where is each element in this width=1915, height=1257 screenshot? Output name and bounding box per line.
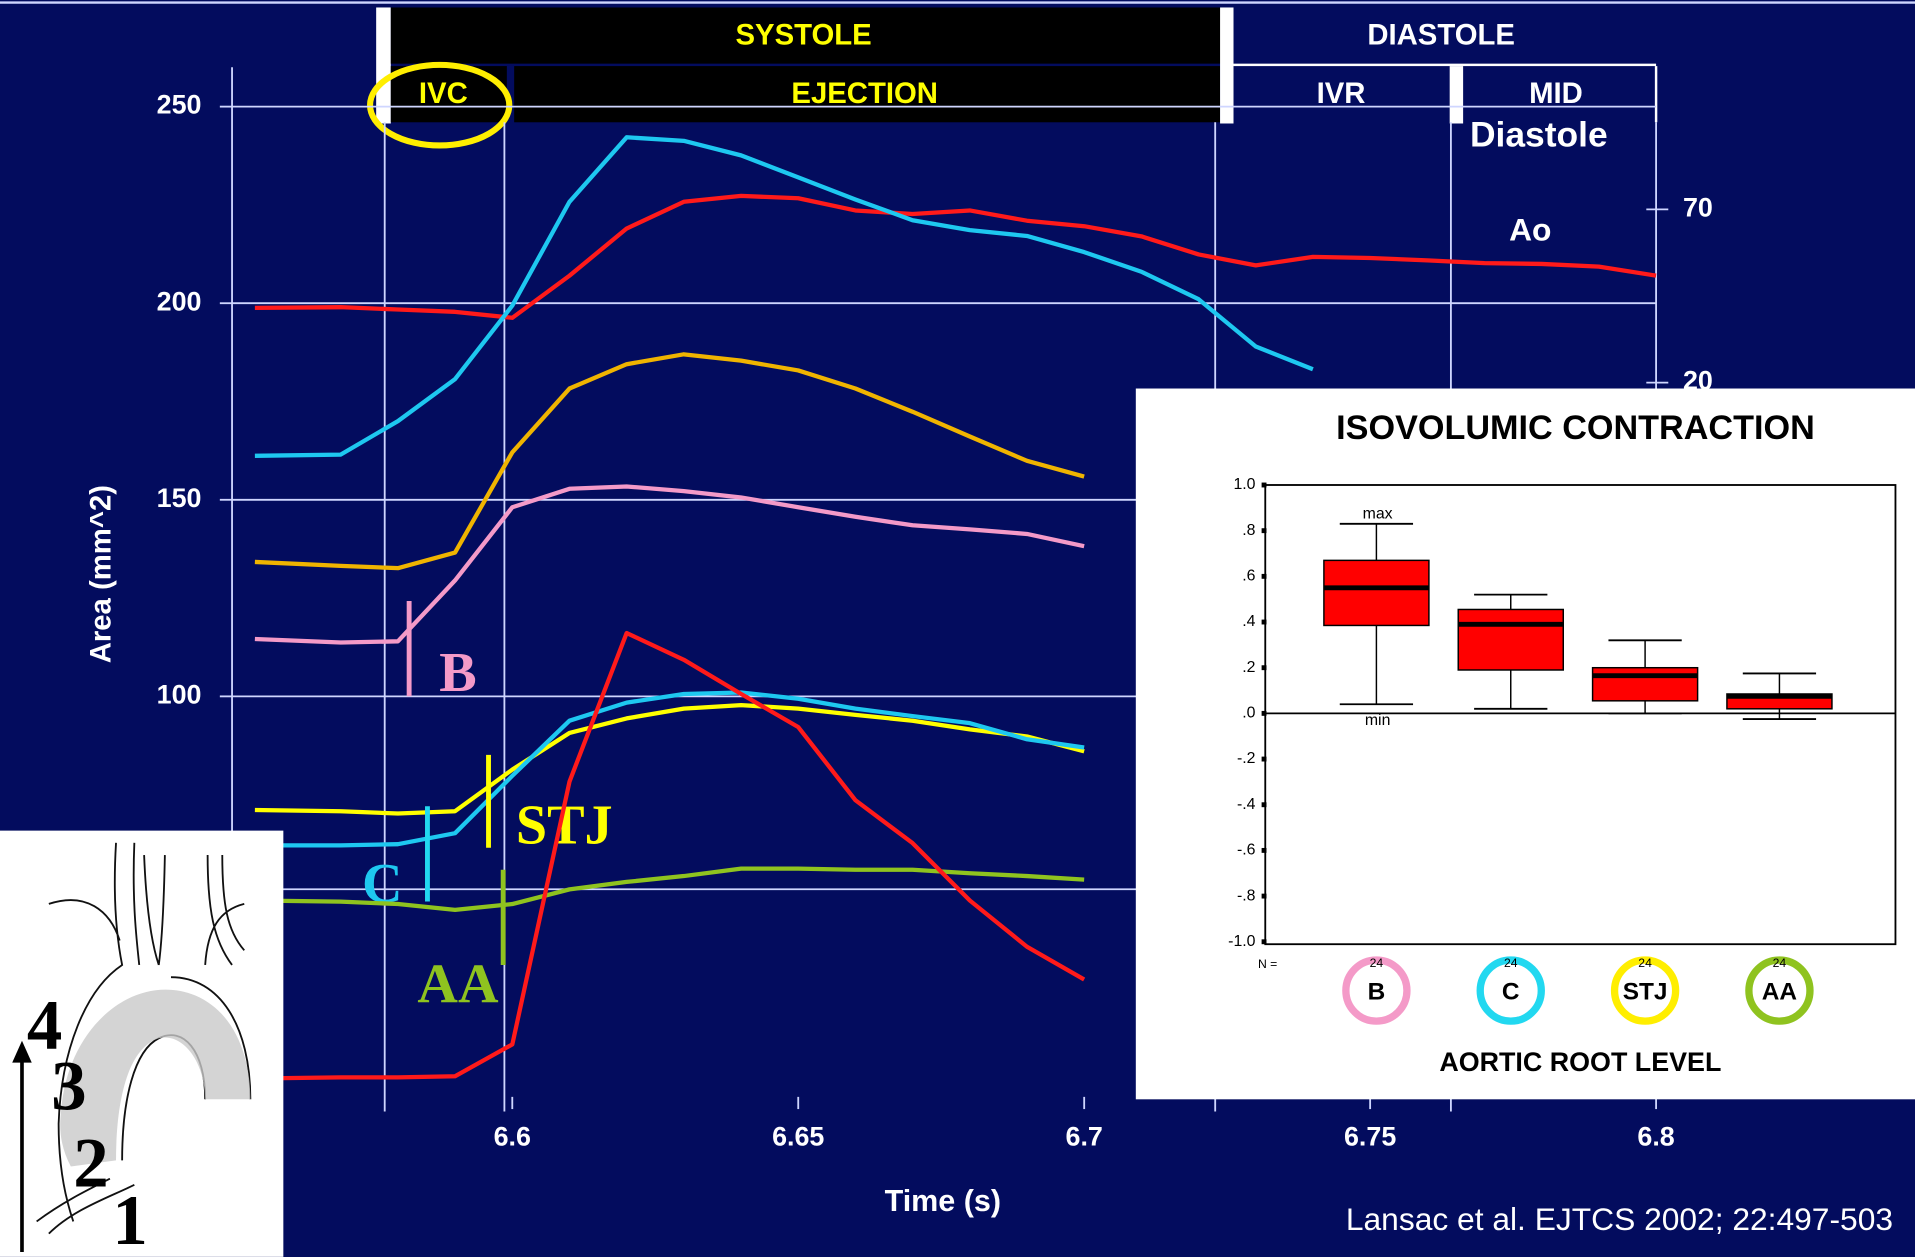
y-tick [1262,757,1267,762]
box-annotation: min [1365,712,1391,729]
y-tick [1262,665,1267,670]
y-tick-label: .4 [1242,613,1255,630]
n-value: 24 [1504,956,1518,970]
y-tick [1262,620,1267,625]
n-value: 24 [1773,956,1787,970]
y-tick-label: -.2 [1237,750,1256,767]
x-tick-label: AA [1762,979,1797,1006]
inset-title: ISOVOLUMIC CONTRACTION [1336,409,1815,447]
level-label: 3 [51,1047,86,1125]
y-tick [1262,711,1267,716]
box [1593,668,1698,701]
y-tick [1262,528,1267,533]
x-tick-label: 6.6 [494,1121,531,1151]
slide: SYSTOLE DIASTOLE IVC EJECTION IVR MID Di… [0,0,1915,1257]
series-label: AA [417,953,499,1015]
separator [1234,64,1657,66]
x-tick-label: 6.7 [1066,1121,1103,1151]
x-axis-label: Time (s) [885,1184,1001,1218]
aorta-sketch: 4 3 2 1 [0,831,283,1257]
y-tick-label: 200 [157,286,202,316]
x-tick-label: 6.75 [1344,1121,1396,1151]
y2-tick-label: 70 [1683,192,1713,222]
phase-label: Diastole [1470,114,1608,154]
inset-x-label: AORTIC ROOT LEVEL [1439,1047,1721,1077]
n-label: N = [1258,957,1277,971]
level-label: 2 [73,1124,108,1202]
page: {"chart_data": [ {"type": "line", "xlabe… [0,0,1915,1257]
y-tick [1262,483,1267,488]
inset-chart: ISOVOLUMIC CONTRACTION AORTIC ROOT LEVEL… [1136,389,1915,1100]
y-tick-label: .0 [1242,705,1255,722]
y-tick-label: 150 [157,483,202,513]
box [1324,560,1429,625]
x-tick-label: 6.8 [1637,1121,1674,1151]
x-tick-label: B [1368,979,1386,1006]
y-tick-label: .6 [1242,568,1255,585]
y-tick [1262,894,1267,899]
y-tick [1262,574,1267,579]
y-tick-label: 1.0 [1233,476,1255,493]
separator [1450,66,1463,123]
n-value: 24 [1638,956,1652,970]
x-tick-label: STJ [1623,979,1668,1006]
box [1458,609,1563,670]
series-label: Ao [1509,212,1551,248]
citation: Lansac et al. EJTCS 2002; 22:497-503 [1346,1201,1893,1237]
n-value: 24 [1370,956,1384,970]
phase-label: IVC [419,77,468,110]
y-tick-label: -.4 [1237,796,1256,813]
y-tick-label: -1.0 [1228,933,1256,950]
x-tick-label: C [1502,979,1520,1006]
box-annotation: max [1363,505,1393,522]
phase-label: SYSTOLE [736,19,872,52]
x-tick-label: 6.65 [772,1121,824,1151]
series-label: B [439,642,476,704]
y-axis-label: Area (mm^2) [84,485,117,663]
phase-label: DIASTOLE [1367,19,1515,52]
y-tick [1262,802,1267,807]
level-label: 1 [112,1182,147,1257]
y-tick-label: 250 [157,90,202,120]
y-tick-label: 100 [157,679,202,709]
y-tick [1262,939,1267,944]
y-tick-label: -.6 [1237,842,1256,859]
y-tick [1262,848,1267,853]
y-tick-label: -.8 [1237,887,1256,904]
y-tick-label: .2 [1242,659,1255,676]
phase-label: EJECTION [791,77,938,110]
phase-label: IVR [1317,77,1366,110]
phase-label: MID [1529,77,1583,110]
y-tick-label: .8 [1242,522,1255,539]
